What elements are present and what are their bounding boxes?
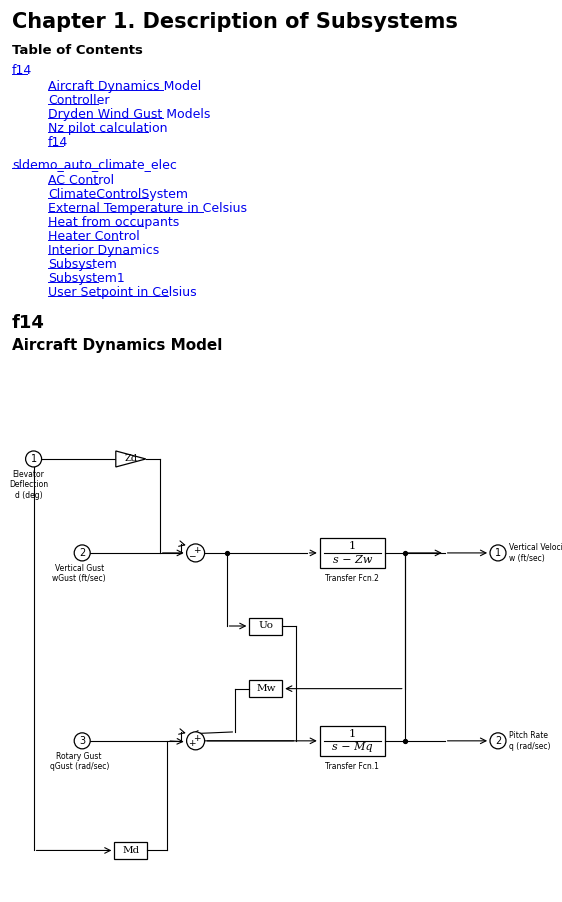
- Circle shape: [187, 544, 205, 562]
- Bar: [320, 726, 385, 756]
- Text: Interior Dynamics: Interior Dynamics: [48, 244, 159, 257]
- Text: External Temperature in Celsius: External Temperature in Celsius: [48, 202, 247, 215]
- Circle shape: [187, 732, 205, 750]
- Polygon shape: [116, 451, 146, 467]
- Text: Elevator
Deflection
d (deg): Elevator Deflection d (deg): [9, 470, 48, 500]
- Text: AC Control: AC Control: [48, 174, 114, 187]
- Text: s − Zw: s − Zw: [333, 555, 372, 565]
- Text: 3: 3: [79, 736, 85, 746]
- Text: Md: Md: [122, 846, 139, 855]
- Text: 1: 1: [30, 454, 37, 464]
- Text: Dryden Wind Gust Models: Dryden Wind Gust Models: [48, 108, 210, 121]
- Text: Heater Control: Heater Control: [48, 230, 140, 243]
- Text: Transfer Fcn.2: Transfer Fcn.2: [325, 574, 379, 583]
- Text: Subsystem: Subsystem: [48, 258, 117, 271]
- Circle shape: [74, 732, 90, 749]
- Circle shape: [490, 545, 506, 561]
- Text: Chapter 1. Description of Subsystems: Chapter 1. Description of Subsystems: [12, 12, 458, 32]
- Text: 1: 1: [495, 548, 501, 558]
- Text: 1: 1: [348, 729, 356, 740]
- Text: Vertical Gust
wGust (ft/sec): Vertical Gust wGust (ft/sec): [52, 564, 106, 584]
- Circle shape: [26, 451, 42, 467]
- Text: Aircraft Dynamics Model: Aircraft Dynamics Model: [48, 80, 201, 93]
- Text: 1: 1: [348, 541, 356, 551]
- Text: Pitch Rate
q (rad/sec): Pitch Rate q (rad/sec): [509, 732, 551, 750]
- Text: +: +: [193, 734, 200, 743]
- Text: +: +: [193, 546, 200, 555]
- Text: 2: 2: [495, 736, 501, 746]
- Text: Aircraft Dynamics Model: Aircraft Dynamics Model: [12, 338, 223, 353]
- Text: f14: f14: [48, 136, 68, 149]
- Text: Heat from occupants: Heat from occupants: [48, 216, 179, 229]
- Text: sldemo_auto_climate_elec: sldemo_auto_climate_elec: [12, 158, 177, 171]
- Bar: [250, 618, 282, 634]
- Text: Mw: Mw: [256, 684, 275, 693]
- Bar: [114, 842, 147, 859]
- Text: +: +: [188, 739, 196, 748]
- Text: Table of Contents: Table of Contents: [12, 44, 143, 57]
- Text: Rotary Gust
qGust (rad/sec): Rotary Gust qGust (rad/sec): [49, 752, 109, 771]
- Text: Uo: Uo: [259, 621, 273, 630]
- Text: 2: 2: [79, 548, 85, 558]
- Bar: [320, 538, 385, 568]
- Text: f14: f14: [12, 64, 32, 77]
- Bar: [250, 680, 282, 697]
- Text: Zd: Zd: [124, 455, 137, 464]
- Text: Vertical Velocity
w (ft/sec): Vertical Velocity w (ft/sec): [509, 543, 562, 563]
- Circle shape: [490, 732, 506, 749]
- Text: f14: f14: [12, 314, 45, 332]
- Text: ClimateControlSystem: ClimateControlSystem: [48, 188, 188, 201]
- Text: Subsystem1: Subsystem1: [48, 272, 125, 285]
- Text: Transfer Fcn.1: Transfer Fcn.1: [325, 762, 379, 771]
- Text: Nz pilot calculation: Nz pilot calculation: [48, 122, 167, 135]
- Text: Controller: Controller: [48, 94, 110, 107]
- Text: s − Mq: s − Mq: [332, 742, 373, 752]
- Text: −: −: [188, 551, 196, 560]
- Text: User Setpoint in Celsius: User Setpoint in Celsius: [48, 286, 197, 299]
- Circle shape: [74, 545, 90, 561]
